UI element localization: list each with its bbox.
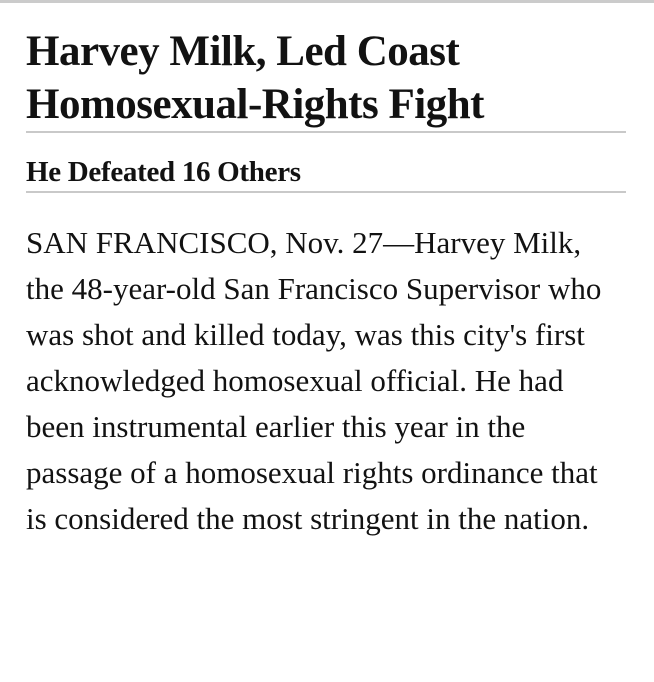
article-body-paragraph: SAN FRANCISCO, Nov. 27—Harvey Milk, the … (26, 225, 602, 536)
article: Harvey Milk, Led Coast Homosexual-Rights… (0, 25, 654, 542)
article-headline: Harvey Milk, Led Coast Homosexual-Rights… (26, 25, 626, 131)
divider-rule-top (26, 131, 626, 133)
headline-line-2: Homosexual-Rights Fight (26, 81, 484, 128)
headline-line-1: Harvey Milk, Led Coast (26, 28, 460, 75)
top-rule (0, 0, 654, 3)
article-subheadline: He Defeated 16 Others (26, 156, 301, 188)
article-page: Harvey Milk, Led Coast Homosexual-Rights… (0, 0, 654, 542)
divider-rule-bottom (26, 191, 626, 193)
